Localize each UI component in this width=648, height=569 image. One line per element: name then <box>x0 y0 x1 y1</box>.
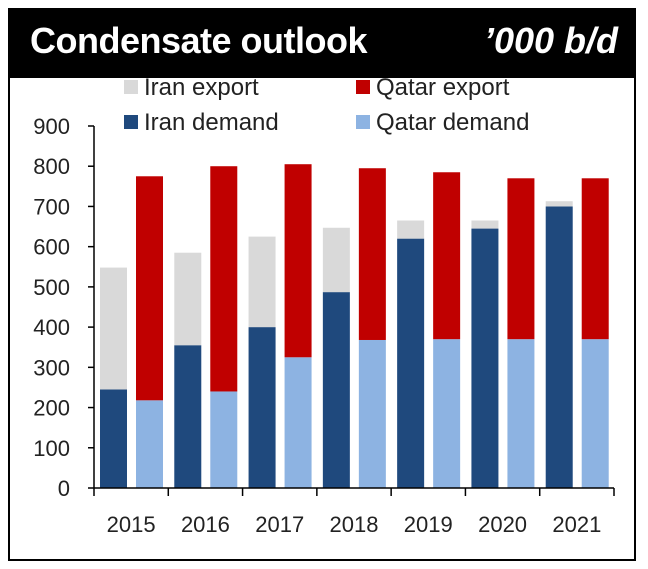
bar-iran-export-2018 <box>322 227 350 293</box>
bar-qatar-demand-2019 <box>433 339 461 488</box>
y-tick-label: 900 <box>33 114 70 139</box>
x-tick-label: 2021 <box>552 512 601 537</box>
bar-iran-demand-2019 <box>397 238 425 488</box>
bar-iran-demand-2016 <box>174 345 202 488</box>
y-tick-label: 300 <box>33 355 70 380</box>
bar-iran-export-2021 <box>545 201 573 207</box>
x-tick-label: 2017 <box>255 512 304 537</box>
chart-legend: Iran export Qatar export Iran demand Qatar … <box>124 74 529 136</box>
bar-qatar-demand-2016 <box>210 391 238 488</box>
y-tick-label: 600 <box>33 235 70 260</box>
bar-qatar-export-2017 <box>284 164 312 358</box>
y-tick-label: 0 <box>58 476 70 501</box>
x-tick-label: 2015 <box>107 512 156 537</box>
bar-qatar-demand-2015 <box>136 400 163 488</box>
chart-header: Condensate outlook ’000 b/d <box>10 10 634 78</box>
bar-iran-export-2015 <box>100 267 127 390</box>
legend-swatch-iran-demand <box>124 115 138 129</box>
bar-qatar-demand-2018 <box>358 339 386 488</box>
bar-qatar-export-2020 <box>507 178 535 340</box>
bar-iran-export-2016 <box>174 252 202 346</box>
y-tick-label: 200 <box>33 396 70 421</box>
y-tick-label: 100 <box>33 436 70 461</box>
legend-swatch-iran-export <box>124 80 138 94</box>
bar-iran-export-2017 <box>248 236 276 328</box>
legend-label-iran-export: Iran export <box>144 74 259 101</box>
x-tick-label: 2018 <box>330 512 379 537</box>
bar-iran-export-2020 <box>471 220 499 229</box>
x-tick-label: 2020 <box>478 512 527 537</box>
axes-layer: 0 100 200 300 400 500 600 700 800 900 2015 2016 2017… <box>33 114 615 537</box>
bar-qatar-demand-2017 <box>284 357 312 488</box>
y-tick-label: 800 <box>33 154 70 179</box>
y-tick-label: 500 <box>33 275 70 300</box>
y-tick-label: 400 <box>33 315 70 340</box>
legend-label-qatar-demand: Qatar demand <box>376 109 529 136</box>
bar-iran-demand-2015 <box>100 389 127 488</box>
bar-qatar-export-2018 <box>358 168 386 340</box>
bar-iran-demand-2018 <box>322 292 350 488</box>
bar-iran-demand-2017 <box>248 327 276 488</box>
chart-title: Condensate outlook <box>30 20 368 61</box>
legend-label-iran-demand: Iran demand <box>144 109 279 136</box>
bar-iran-export-2019 <box>397 220 425 239</box>
bar-qatar-export-2016 <box>210 166 238 392</box>
bar-qatar-demand-2020 <box>507 339 535 488</box>
y-tick-label: 700 <box>33 194 70 219</box>
chart-unit: ’000 b/d <box>483 20 618 61</box>
x-tick-label: 2019 <box>404 512 453 537</box>
bar-iran-demand-2021 <box>545 206 573 488</box>
legend-swatch-qatar-export <box>356 80 370 94</box>
x-tick-label: 2016 <box>181 512 230 537</box>
bar-qatar-export-2021 <box>581 178 609 340</box>
legend-swatch-qatar-demand <box>356 115 370 129</box>
bar-qatar-demand-2021 <box>581 339 609 488</box>
bars-layer <box>100 164 609 489</box>
legend-label-qatar-export: Qatar export <box>376 74 510 101</box>
bar-qatar-export-2015 <box>136 176 163 401</box>
bar-iran-demand-2020 <box>471 228 499 489</box>
bar-qatar-export-2019 <box>433 172 461 340</box>
